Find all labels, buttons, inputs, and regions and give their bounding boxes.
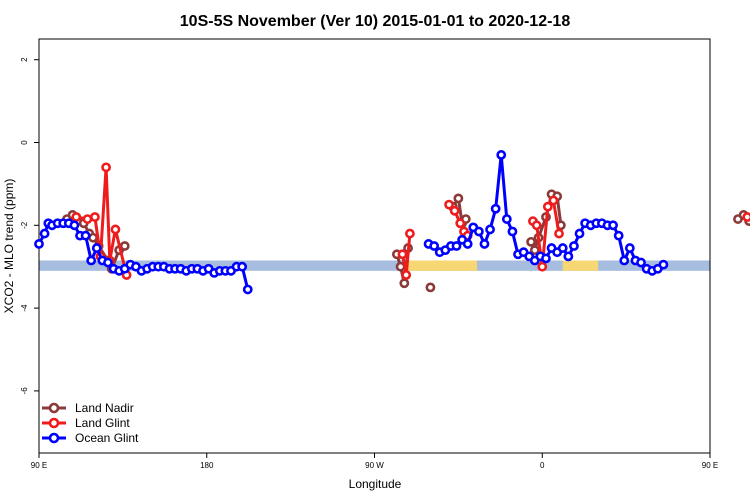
data-point-0-17 xyxy=(453,193,464,204)
axis-ticks: 90 E 180 90 W 0 90 E 2 0 -2 -4 -6 xyxy=(20,57,718,470)
data-point-0-10 xyxy=(119,241,130,251)
legend-marker-2 xyxy=(48,432,60,444)
data-point-2-65 xyxy=(569,241,579,251)
data-point-0-21 xyxy=(529,245,540,256)
data-point-2-37 xyxy=(237,261,248,272)
data-point-2-13 xyxy=(103,257,113,268)
series-line-1 xyxy=(76,165,750,277)
data-point-2-7 xyxy=(69,220,80,231)
legend-label-0: Land Nadir xyxy=(75,401,134,415)
legend-label-2: Ocean Glint xyxy=(75,431,139,445)
data-point-1-6 xyxy=(110,224,121,235)
y-tick-label-3: -4 xyxy=(20,304,29,312)
data-point-1-12 xyxy=(449,205,460,216)
chart-title: 10S-5S November (Ver 10) 2015-01-01 to 2… xyxy=(180,13,571,30)
data-point-2-51 xyxy=(490,203,501,214)
data-point-2-64 xyxy=(563,251,574,262)
y-tick-label-1: 0 xyxy=(20,140,29,145)
data-point-2-74 xyxy=(619,255,630,266)
y-tick-label-2: -2 xyxy=(20,221,29,229)
series-ocean-glint xyxy=(34,150,669,295)
x-tick-label-3: 0 xyxy=(540,461,545,470)
data-point-1-0 xyxy=(71,212,82,222)
data-point-2-72 xyxy=(608,220,618,231)
x-tick-label-2: 90 W xyxy=(365,461,384,470)
x-axis-label: Longitude xyxy=(349,477,402,491)
data-point-2-48 xyxy=(473,226,484,237)
data-point-1-8 xyxy=(397,249,408,260)
data-point-2-53 xyxy=(501,214,512,224)
land-band-1 xyxy=(562,260,599,271)
data-point-1-19 xyxy=(542,201,553,212)
data-point-2-81 xyxy=(658,259,669,270)
data-point-2-40 xyxy=(429,241,440,251)
data-point-1-18 xyxy=(537,261,548,272)
data-point-2-54 xyxy=(507,226,518,237)
data-point-2-11 xyxy=(91,243,102,253)
data-point-2-38 xyxy=(242,284,253,295)
data-point-2-0 xyxy=(34,239,44,249)
data-point-0-5 xyxy=(88,232,98,243)
legend-label-1: Land Glint xyxy=(75,416,130,430)
data-point-2-77 xyxy=(636,257,646,268)
data-point-1-11 xyxy=(444,199,454,210)
data-point-1-4 xyxy=(101,162,111,173)
x-tick-label-0: 90 E xyxy=(31,461,47,470)
data-point-2-46 xyxy=(462,239,473,249)
series-layer xyxy=(34,150,750,295)
legend-item-0: Land Nadir xyxy=(42,401,134,415)
land-band-0 xyxy=(402,260,478,271)
y-axis-label: XCO2 - MLO trend (ppm) xyxy=(2,179,16,314)
data-point-2-9 xyxy=(80,230,91,241)
data-point-1-9 xyxy=(401,270,412,280)
data-point-1-17 xyxy=(531,220,542,231)
data-point-0-20 xyxy=(526,236,536,247)
data-point-1-13 xyxy=(455,218,466,229)
data-point-2-49 xyxy=(479,239,490,249)
data-point-2-1 xyxy=(39,228,50,239)
data-point-1-22 xyxy=(742,212,750,222)
x-tick-label-4: 90 E xyxy=(702,461,718,470)
data-point-1-20 xyxy=(548,195,559,206)
data-point-2-10 xyxy=(86,255,97,266)
data-point-2-63 xyxy=(557,243,568,253)
legend-item-2: Ocean Glint xyxy=(42,431,139,445)
data-point-2-60 xyxy=(541,253,551,264)
data-point-2-52 xyxy=(496,150,507,160)
y-tick-label-4: -6 xyxy=(20,387,29,395)
data-point-0-15 xyxy=(425,282,436,293)
data-point-1-1 xyxy=(82,214,93,224)
data-point-2-50 xyxy=(485,224,495,235)
data-point-2-66 xyxy=(574,228,585,239)
x-tick-label-1: 180 xyxy=(200,461,214,470)
y-tick-label-0: 2 xyxy=(20,57,29,62)
legend-item-1: Land Glint xyxy=(42,416,130,430)
data-point-1-21 xyxy=(554,228,564,239)
data-point-2-75 xyxy=(624,243,635,253)
data-point-1-10 xyxy=(405,228,415,239)
data-point-0-13 xyxy=(399,278,410,289)
data-point-2-44 xyxy=(451,241,462,251)
ocean-band xyxy=(39,260,710,271)
legend-marker-1 xyxy=(48,417,60,429)
data-point-1-2 xyxy=(90,212,100,222)
legend-marker-0 xyxy=(48,402,60,414)
plot-area xyxy=(38,38,711,454)
data-point-2-73 xyxy=(613,230,624,241)
land-ocean-strip xyxy=(39,260,710,271)
